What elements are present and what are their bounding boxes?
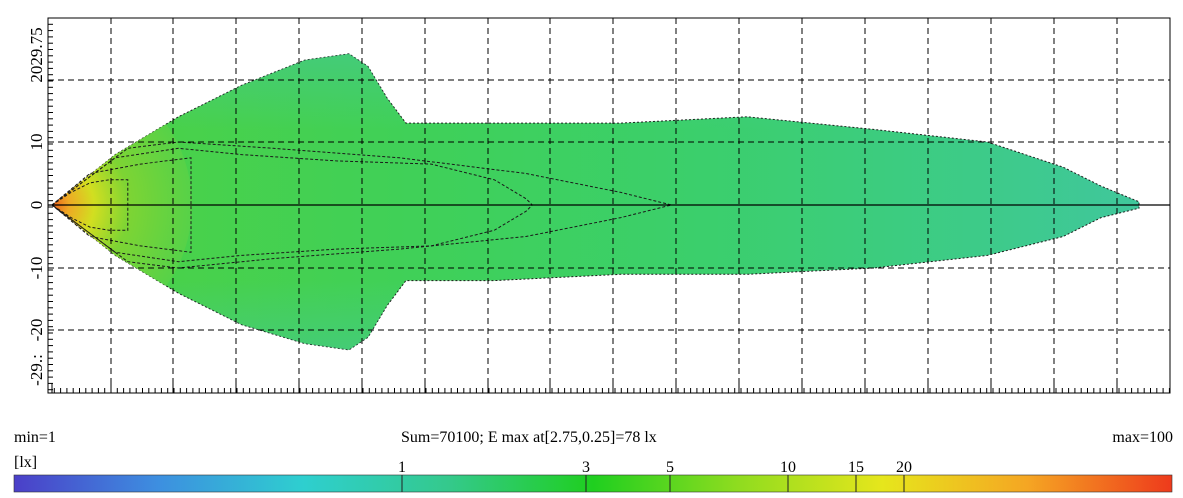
colorbar-tick-label: 10 <box>780 459 796 476</box>
contour-5 <box>51 141 672 269</box>
y-tick-label: -10 <box>27 257 46 280</box>
summary-label: Sum=70100; E max at[2.75,0.25]=78 lx <box>401 429 657 446</box>
colorbar-tick-label: 1 <box>398 459 406 476</box>
y-tick-label: 0 <box>27 201 46 210</box>
y-tick-label: -29.: <box>27 354 46 386</box>
colorbar-tick-label: 20 <box>896 459 912 476</box>
illuminance-field-edge-shade <box>52 53 1139 350</box>
colorbar-strip <box>13 474 1173 493</box>
min-label: min=1 <box>14 429 56 446</box>
max-label: max=100 <box>1112 429 1173 446</box>
contour-15 <box>51 157 192 253</box>
colorbar-tick-label: 15 <box>848 459 864 476</box>
colorbar-tick-label: 5 <box>666 459 674 476</box>
colorbar-unit: [lx] <box>14 454 38 471</box>
colorbar-tick-label: 3 <box>582 459 590 476</box>
y-tick-label: 10 <box>27 134 46 151</box>
colorbar: 1 3 5 10 15 20 <box>13 459 1173 493</box>
y-tick-label: -20 <box>27 319 46 342</box>
plot-svg: 0.25102030405060708090100110120130140150… <box>27 17 1171 394</box>
y-tick-label: 2029.75 <box>27 27 46 82</box>
